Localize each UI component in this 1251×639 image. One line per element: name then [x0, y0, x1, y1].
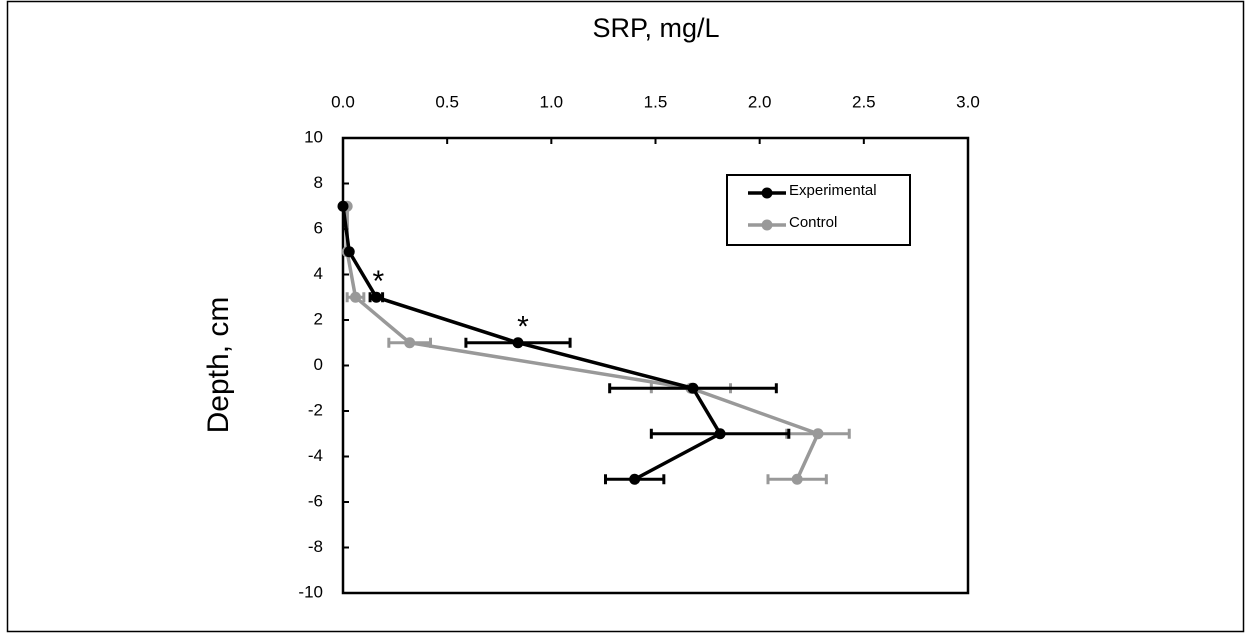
data-point [629, 473, 641, 485]
x-tick-label: 1.5 [644, 92, 668, 111]
data-point [512, 337, 524, 349]
legend-marker [761, 187, 773, 199]
legend-box [726, 174, 911, 246]
legend-marker [761, 219, 773, 231]
x-tick-label: 2.0 [748, 92, 772, 111]
data-point [812, 428, 824, 440]
x-tick-label: 2.5 [852, 92, 876, 111]
y-tick-label: -10 [298, 582, 323, 601]
y-tick-label: 8 [314, 173, 323, 192]
data-point [687, 382, 699, 394]
data-point [404, 337, 416, 349]
y-tick-label: -2 [308, 400, 323, 419]
frame [6, 0, 1245, 633]
x-tick-label: 3.0 [956, 92, 980, 111]
annotation: * [372, 265, 384, 298]
legend-label: Experimental [789, 182, 877, 199]
data-point [343, 246, 355, 258]
chart-title: SRP, mg/L [592, 13, 719, 43]
legend-label: Control [789, 214, 837, 231]
data-point [337, 200, 349, 212]
x-tick-label: 1.0 [540, 92, 564, 111]
data-point [791, 473, 803, 485]
y-tick-label: 6 [314, 218, 323, 237]
x-tick-label: 0.0 [331, 92, 355, 111]
y-tick-label: 10 [304, 127, 323, 146]
data-point [370, 291, 382, 303]
y-tick-label: -8 [308, 537, 323, 556]
y-tick-label: -4 [308, 446, 323, 465]
data-point [714, 428, 726, 440]
y-tick-label: -6 [308, 491, 323, 510]
y-axis-label: Depth, cm [202, 297, 235, 434]
y-tick-label: 0 [314, 355, 323, 374]
data-point [350, 291, 361, 303]
annotation: * [517, 311, 529, 344]
y-tick-label: 4 [314, 264, 323, 283]
x-tick-label: 0.5 [435, 92, 459, 111]
y-tick-label: 2 [314, 309, 323, 328]
